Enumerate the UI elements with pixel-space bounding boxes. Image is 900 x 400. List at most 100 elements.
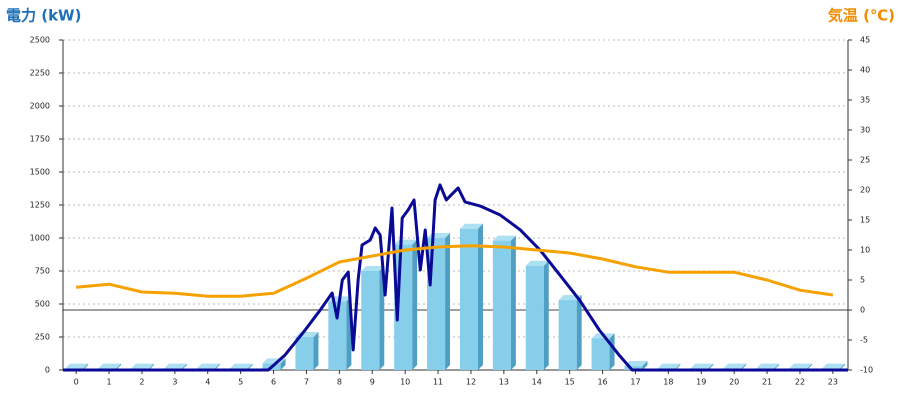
bar-front	[295, 337, 314, 370]
bar-side	[83, 363, 89, 370]
y2-tick-label: 35	[860, 96, 870, 105]
y2-tick-label: -10	[860, 366, 873, 375]
bar-side	[510, 235, 516, 370]
x-tick-label: 13	[499, 378, 509, 387]
bar-top	[723, 363, 747, 369]
x-tick-label: 21	[762, 378, 772, 387]
x-tick-label: 14	[532, 378, 542, 387]
bar-top	[525, 260, 549, 266]
bar-side	[412, 239, 418, 370]
y2-tick-label: 30	[860, 126, 870, 135]
bar-top	[459, 223, 483, 229]
bar-front	[427, 238, 446, 370]
bar-side	[247, 363, 253, 370]
x-tick-label: 9	[370, 378, 375, 387]
bar-front	[328, 301, 347, 370]
bar-front	[525, 265, 544, 370]
bar-side	[445, 233, 451, 370]
x-tick-label: 3	[172, 378, 177, 387]
y-tick-label: 0	[45, 366, 50, 375]
bar-side	[609, 333, 615, 370]
line	[63, 183, 848, 372]
y-axis-title: 電力 (kW)	[6, 7, 81, 25]
bar-top	[361, 266, 385, 271]
bar-side	[214, 363, 220, 370]
bar-top	[821, 363, 845, 369]
bar	[591, 333, 615, 370]
y-tick-label: 2500	[30, 36, 50, 45]
y-tick-label: 500	[35, 300, 50, 309]
bar-side	[543, 260, 549, 370]
bar-front	[459, 228, 478, 370]
y-tick-label: 1000	[30, 234, 50, 243]
x-tick-label: 22	[795, 378, 805, 387]
bar	[558, 295, 582, 370]
y-tick-label: 2000	[30, 102, 50, 111]
bar-side	[708, 363, 714, 370]
x-tick-label: 1	[107, 378, 112, 387]
bar-top	[163, 363, 187, 369]
bar-side	[741, 363, 747, 370]
x-tick-label: 5	[238, 378, 243, 387]
bar-side	[576, 295, 582, 370]
bar	[624, 361, 648, 370]
x-tick-label: 7	[304, 378, 309, 387]
y-tick-label: 1750	[30, 135, 50, 144]
bar-side	[806, 363, 812, 370]
y2-tick-label: 10	[860, 246, 870, 255]
x-tick-label: 16	[597, 378, 607, 387]
bar-side	[313, 332, 319, 370]
bar-front	[624, 366, 643, 370]
x-tick-label: 2	[139, 378, 144, 387]
x-tick-label: 12	[466, 378, 476, 387]
bar-top	[229, 363, 253, 369]
x-tick-label: 19	[696, 378, 706, 387]
x-tick-label: 8	[337, 378, 342, 387]
line	[76, 244, 834, 298]
y-tick-label: 2250	[30, 69, 50, 78]
x-tick-label: 20	[729, 378, 739, 387]
bar-front	[492, 240, 511, 370]
bar-top	[690, 363, 714, 369]
y2-tick-label: 5	[860, 276, 865, 285]
y2-tick-label: 45	[860, 36, 870, 45]
x-tick-label: 11	[433, 378, 443, 387]
bar-side	[181, 363, 187, 370]
bar-top	[788, 363, 812, 369]
bar-top	[98, 363, 122, 369]
x-tick-label: 17	[630, 378, 640, 387]
x-tick-label: 23	[828, 378, 838, 387]
bar-side	[642, 361, 648, 370]
bar	[492, 235, 516, 370]
bar-front	[558, 300, 577, 370]
bar-front	[591, 338, 610, 370]
bar-top	[756, 363, 780, 369]
bar-top	[492, 235, 516, 241]
bar-side	[839, 363, 845, 370]
bar-top	[196, 363, 220, 369]
y2-tick-label: 40	[860, 66, 870, 75]
bar-top	[624, 361, 648, 367]
y-tick-label: 750	[35, 267, 50, 276]
bar-side	[148, 363, 154, 370]
x-tick-label: 0	[74, 378, 79, 387]
y2-tick-label: 0	[860, 306, 865, 315]
bar-side	[116, 363, 122, 370]
x-tick-label: 18	[663, 378, 673, 387]
y2-tick-label: 15	[860, 216, 870, 225]
bar-side	[774, 363, 780, 370]
bar-side	[379, 266, 385, 370]
x-tick-label: 6	[271, 378, 276, 387]
bar	[525, 260, 549, 370]
bar-side	[477, 223, 483, 370]
bar-top	[130, 363, 154, 369]
x-tick-label: 4	[205, 378, 210, 387]
bar-top	[65, 363, 89, 369]
y-tick-label: 1250	[30, 201, 50, 210]
bar	[361, 266, 385, 370]
bar-side	[675, 363, 681, 370]
y-tick-label: 1500	[30, 168, 50, 177]
bar-front	[361, 271, 380, 370]
y2-tick-label: 25	[860, 156, 870, 165]
